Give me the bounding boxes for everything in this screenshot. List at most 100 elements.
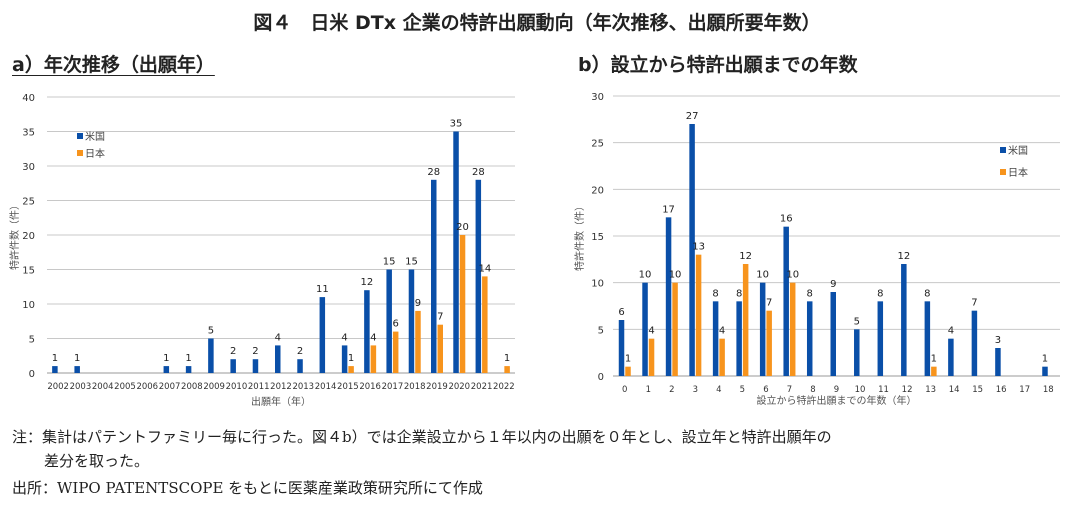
chart-b-data-label: 4	[648, 326, 654, 337]
chart-b-data-label: 1	[1042, 354, 1048, 365]
chart-b-bar-japan	[742, 264, 749, 376]
chart-b-x-tick-label: 5	[740, 385, 745, 395]
chart-b-data-label: 3	[995, 335, 1001, 346]
chart-b-data-label: 1	[625, 354, 631, 365]
chart-a-data-label: 2	[230, 346, 236, 357]
chart-b-bar-us	[759, 282, 766, 376]
chart-a-data-label: 35	[450, 119, 463, 130]
chart-a-y-tick-label: 20	[22, 231, 35, 242]
chart-a-bar-us	[431, 179, 437, 373]
chart-a-data-label: 4	[341, 332, 347, 343]
chart-a-data-label: 14	[478, 263, 491, 274]
chart-a-data-label: 9	[415, 298, 421, 309]
chart-b-data-label: 27	[686, 111, 699, 122]
chart-b-data-label: 10	[756, 270, 769, 281]
chart-b-data-label: 8	[712, 288, 718, 299]
chart-b-x-tick-label: 4	[716, 385, 721, 395]
chart-b-data-label: 10	[669, 270, 682, 281]
chart-b-bar-us	[689, 124, 695, 376]
chart-a-data-label: 5	[208, 326, 214, 337]
chart-b-data-label: 13	[692, 242, 705, 253]
chart-b-legend-swatch-japan	[1000, 169, 1006, 175]
chart-b-y-tick-label: 30	[591, 92, 604, 103]
chart-a-y-tick-label: 0	[29, 369, 35, 380]
chart-b-bar-japan	[789, 282, 796, 376]
chart-b-data-label: 4	[948, 326, 954, 337]
chart-b-data-label: 8	[924, 288, 930, 299]
chart-a-x-tick-label: 2012	[270, 382, 292, 392]
chart-a-bar-japan	[392, 331, 399, 373]
chart-b-data-label: 8	[807, 288, 813, 299]
chart-b-y-tick-label: 15	[591, 232, 604, 243]
chart-a-data-label: 28	[472, 167, 485, 178]
chart-a-bar-us	[208, 338, 214, 373]
chart-b-x-tick-label: 3	[693, 385, 698, 395]
chart-b-x-tick-label: 8	[810, 385, 815, 395]
chart-b-x-tick-label: 10	[855, 385, 866, 395]
chart-a-bar-us	[163, 366, 170, 373]
chart-a-bar-japan	[348, 366, 354, 373]
chart-a-x-tick-label: 2015	[337, 382, 359, 392]
chart-a-data-label: 1	[163, 353, 169, 364]
chart-a-data-label: 2	[297, 346, 303, 357]
chart-a-x-tick-label: 2014	[315, 382, 337, 392]
chart-a-y-tick-label: 40	[22, 93, 35, 104]
chart-b-legend-label: 日本	[1008, 166, 1028, 179]
chart-a-y-tick-label: 15	[22, 266, 35, 277]
chart-a-bar-us	[386, 269, 392, 373]
chart-a-x-tick-label: 2007	[159, 382, 181, 392]
chart-a-bar-japan	[459, 235, 466, 373]
chart-b-bar-us	[901, 264, 907, 376]
chart-a-x-tick-label: 2011	[248, 382, 270, 392]
chart-a-x-tick-label: 2019	[426, 382, 448, 392]
chart-b-x-tick-label: 6	[763, 385, 768, 395]
chart-a-x-tick-label: 2016	[359, 382, 381, 392]
chart-a-x-tick-label: 2013	[292, 382, 314, 392]
chart-a-x-tick-label: 2020	[448, 382, 470, 392]
chart-b-bar-japan	[648, 338, 655, 376]
chart-a-data-label: 7	[437, 312, 443, 323]
chart-a-data-label: 20	[456, 222, 469, 233]
chart-b-x-tick-label: 17	[1019, 385, 1030, 395]
chart-b-data-label: 5	[854, 316, 860, 327]
chart-a-x-tick-label: 2004	[92, 382, 114, 392]
chart-a-bar-us	[453, 131, 459, 373]
chart-a-y-axis-title: 特許件数（件）	[8, 200, 21, 270]
chart-a-bar-us	[408, 269, 415, 373]
chart-b-subtitle: b）設立から特許出願までの年数	[578, 54, 858, 76]
chart-a-x-tick-label: 2017	[382, 382, 404, 392]
chart-b-x-tick-label: 0	[622, 385, 627, 395]
chart-b-x-tick-label: 9	[834, 385, 839, 395]
chart-b-data-label: 8	[877, 288, 883, 299]
chart-b-bar-us	[1042, 366, 1048, 376]
chart-b-bar-japan	[625, 366, 631, 376]
chart-a-data-label: 2	[252, 346, 258, 357]
chart-b-data-label: 1	[931, 354, 937, 365]
chart-a-bar-us	[475, 179, 482, 373]
chart-b-legend-label: 米国	[1008, 144, 1028, 157]
chart-a-y-tick-label: 35	[22, 128, 35, 139]
chart-a-bar-japan	[415, 310, 421, 373]
chart-b-bar-us	[642, 282, 648, 376]
chart-a-x-axis-title: 出願年（年）	[251, 395, 311, 408]
chart-b-x-tick-label: 14	[949, 385, 960, 395]
chart-a-data-label: 1	[52, 353, 58, 364]
chart-a-data-label: 4	[370, 332, 376, 343]
chart-b-data-label: 7	[971, 298, 977, 309]
chart-a-data-label: 15	[405, 257, 418, 268]
chart-b-bar-us	[948, 338, 954, 376]
chart-b-data-label: 12	[897, 251, 910, 262]
chart-a-data-label: 1	[185, 353, 191, 364]
chart-a-data-label: 12	[361, 277, 374, 288]
chart-a-bar-us	[297, 359, 303, 373]
chart-a-legend-swatch-us	[77, 133, 83, 139]
chart-a-bar-us	[252, 359, 259, 373]
source-line: 出所：WIPO PATENTSCOPE をもとに医薬産業政策研究所にて作成	[12, 479, 483, 497]
note-line-2: 差分を取った。	[44, 452, 150, 470]
chart-b-y-tick-label: 20	[591, 185, 604, 196]
chart-b-data-label: 7	[766, 298, 772, 309]
chart-a-legend-label: 米国	[85, 130, 105, 143]
chart-b-x-tick-label: 15	[972, 385, 983, 395]
chart-b-bar-us	[665, 217, 672, 376]
